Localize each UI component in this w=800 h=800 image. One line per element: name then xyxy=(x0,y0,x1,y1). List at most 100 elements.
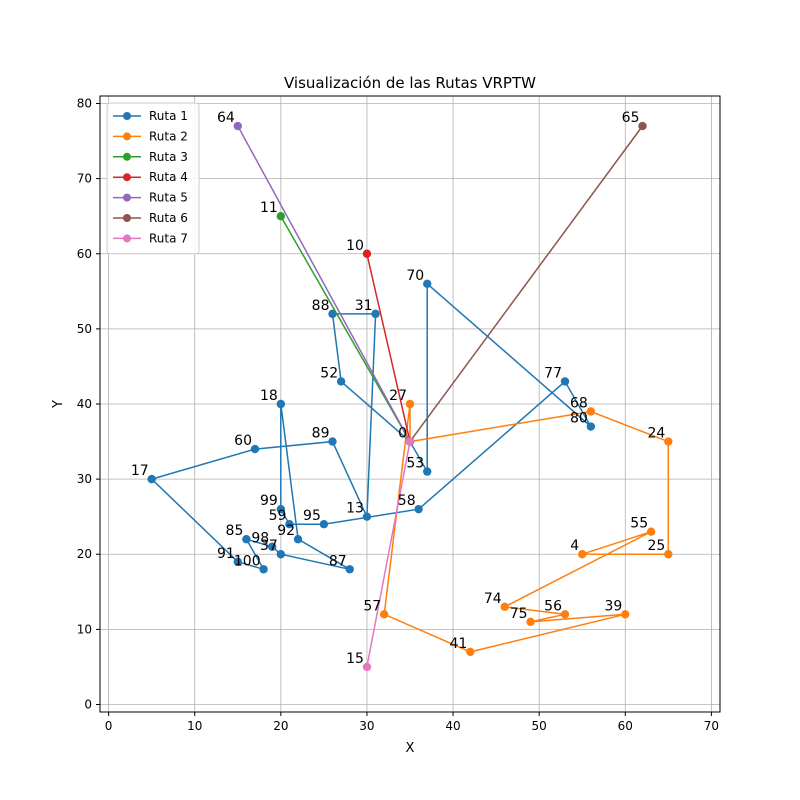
route-point xyxy=(638,121,647,131)
route-point xyxy=(586,407,596,416)
route-point xyxy=(466,647,475,657)
route-line xyxy=(366,441,411,668)
x-tick-label: 70 xyxy=(704,719,719,733)
route-point xyxy=(414,504,423,514)
legend-label: Ruta 5 xyxy=(149,191,188,205)
route-point xyxy=(362,249,372,258)
legend-label: Ruta 1 xyxy=(149,109,188,123)
route-7 xyxy=(362,437,415,672)
route-point xyxy=(319,519,329,529)
point-label: 87 xyxy=(329,553,347,569)
point-label: 65 xyxy=(622,110,640,126)
route-point xyxy=(336,377,346,386)
y-tick-label: 40 xyxy=(77,397,92,411)
route-point xyxy=(276,399,286,409)
point-label: 58 xyxy=(398,493,416,509)
route-point xyxy=(285,519,294,529)
route-point xyxy=(147,474,156,484)
point-label: 57 xyxy=(363,598,381,614)
x-tick-label: 60 xyxy=(618,719,633,733)
y-tick-label: 60 xyxy=(77,247,92,261)
legend-item: Ruta 4 xyxy=(113,170,188,184)
point-label: 99 xyxy=(260,493,278,509)
x-tick-label: 50 xyxy=(532,719,547,733)
point-label: 60 xyxy=(234,433,252,449)
point-label: 68 xyxy=(570,396,588,412)
x-tick-label: 40 xyxy=(445,719,460,733)
x-tick-label: 20 xyxy=(273,719,288,733)
point-label: 88 xyxy=(312,298,330,314)
point-label: 39 xyxy=(604,598,622,614)
legend-label: Ruta 7 xyxy=(149,231,188,245)
route-point xyxy=(578,550,587,559)
y-tick-label: 20 xyxy=(77,547,92,561)
point-label: 13 xyxy=(346,501,364,517)
legend-swatch-marker xyxy=(123,234,131,243)
point-label: 70 xyxy=(406,268,424,284)
route-point xyxy=(586,422,596,431)
legend-swatch-marker xyxy=(123,173,131,182)
route-point xyxy=(293,535,303,544)
legend-swatch-marker xyxy=(123,132,131,141)
point-label: 89 xyxy=(312,426,330,442)
legend-item: Ruta 7 xyxy=(113,231,188,245)
legend-label: Ruta 2 xyxy=(149,129,188,143)
point-label: 18 xyxy=(260,388,278,404)
point-label: 11 xyxy=(260,200,278,216)
x-axis-label: X xyxy=(406,741,415,756)
point-label: 0 xyxy=(398,426,407,442)
plot-frame xyxy=(99,95,721,713)
point-label: 41 xyxy=(449,636,467,652)
route-point xyxy=(500,602,509,612)
legend-item: Ruta 2 xyxy=(113,129,188,143)
route-point xyxy=(423,279,432,289)
x-tick-label: 10 xyxy=(187,719,202,733)
route-point xyxy=(345,565,354,574)
route-line xyxy=(280,215,411,442)
legend-label: Ruta 6 xyxy=(149,211,188,225)
route-point xyxy=(646,527,656,536)
route-point xyxy=(276,504,286,514)
chart-title: Visualización de las Rutas VRPTW xyxy=(284,74,536,92)
point-label: 77 xyxy=(544,365,562,381)
route-point xyxy=(560,610,570,619)
point-label: 59 xyxy=(269,508,287,524)
route-point xyxy=(242,535,251,544)
route-point xyxy=(362,662,372,672)
route-point xyxy=(405,399,415,409)
point-label: 53 xyxy=(406,456,424,472)
route-line xyxy=(366,253,411,442)
route-point xyxy=(423,467,432,476)
point-label: 55 xyxy=(630,516,648,532)
point-label: 80 xyxy=(570,411,588,427)
legend-item: Ruta 6 xyxy=(113,211,188,225)
legend-swatch-marker xyxy=(123,193,131,202)
route-point xyxy=(328,309,337,319)
y-tick-label: 70 xyxy=(77,172,92,186)
point-label: 92 xyxy=(277,523,295,539)
point-label: 100 xyxy=(234,553,261,569)
route-line xyxy=(383,403,670,653)
route-point xyxy=(233,557,242,566)
point-label: 17 xyxy=(131,463,149,479)
route-point xyxy=(276,550,286,559)
y-tick-label: 30 xyxy=(77,472,92,486)
point-label: 10 xyxy=(346,238,364,254)
y-tick-label: 10 xyxy=(77,622,92,636)
route-point xyxy=(379,610,389,619)
point-label: 98 xyxy=(251,531,269,547)
route-1 xyxy=(147,279,596,574)
route-point xyxy=(328,437,337,446)
y-axis-label: Y xyxy=(51,400,66,409)
route-point xyxy=(664,437,673,446)
legend-item: Ruta 1 xyxy=(113,109,188,123)
point-label: 95 xyxy=(303,508,321,524)
x-tick-label: 30 xyxy=(359,719,374,733)
route-line xyxy=(150,282,592,571)
route-point xyxy=(250,444,260,454)
point-label: 31 xyxy=(355,298,373,314)
legend-swatch-marker xyxy=(123,112,131,120)
route-point xyxy=(560,377,570,386)
point-label: 25 xyxy=(648,538,666,554)
